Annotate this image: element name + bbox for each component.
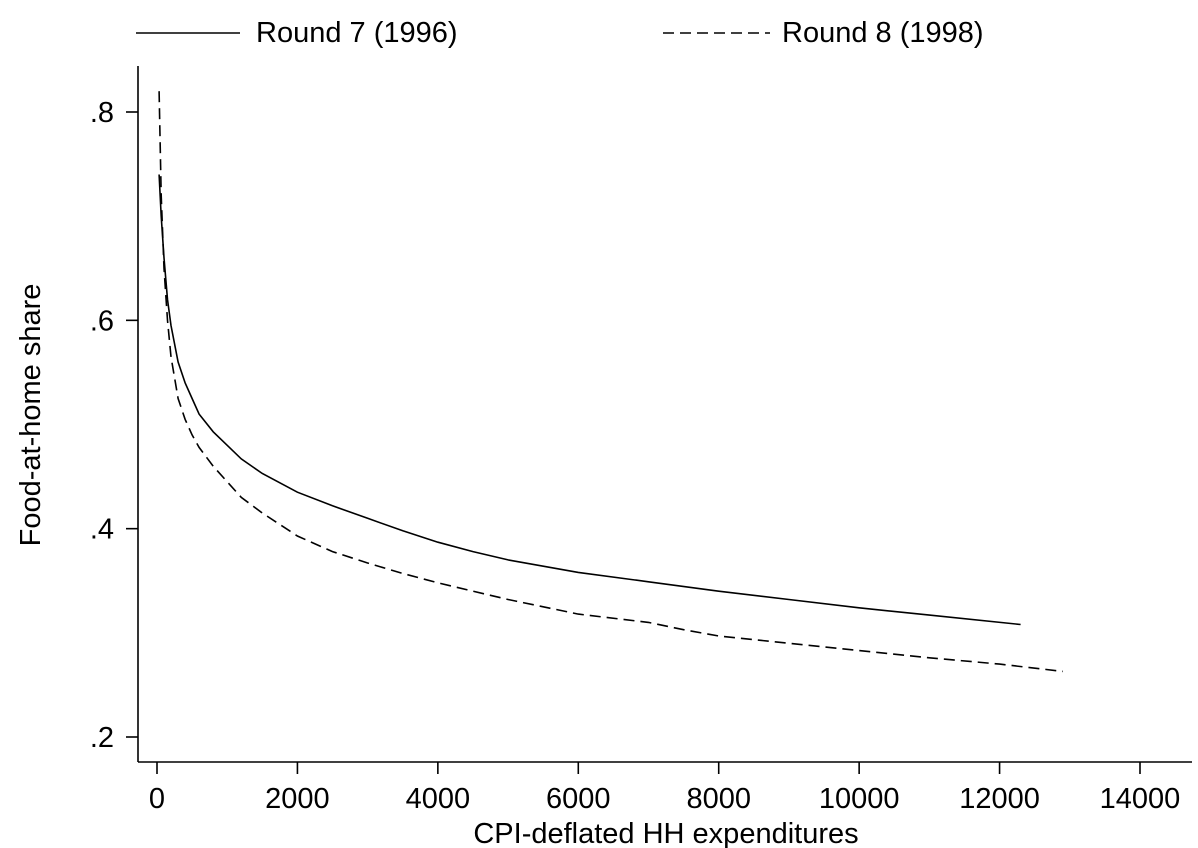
y-axis-ticks: .2 .4 .6 .8	[90, 97, 138, 754]
y-tick-label: .4	[90, 514, 114, 546]
legend-label-1: Round 7 (1996)	[256, 17, 458, 49]
y-tick-label: .8	[90, 97, 114, 129]
series-line-1	[158, 174, 1021, 626]
x-axis-title: CPI-deflated HH expenditures	[473, 818, 858, 848]
x-tick-label: 0	[149, 783, 165, 815]
x-axis-ticks: 0 2000 4000 6000 8000 10000 12000 14000	[149, 762, 1180, 815]
legend-label-2: Round 8 (1998)	[782, 17, 984, 49]
legend: Round 7 (1996) Round 8 (1998)	[136, 17, 984, 49]
y-axis-title: Food-at-home share	[15, 284, 47, 547]
x-tick-label: 10000	[819, 783, 900, 815]
x-tick-label: 12000	[959, 783, 1040, 815]
x-tick-label: 14000	[1100, 783, 1181, 815]
y-tick-label: .2	[90, 722, 114, 754]
y-tick-label: .6	[90, 305, 114, 337]
series-line-2	[158, 91, 1063, 673]
x-tick-label: 2000	[265, 783, 330, 815]
x-tick-label: 8000	[686, 783, 751, 815]
x-tick-label: 6000	[546, 783, 611, 815]
x-tick-label: 4000	[406, 783, 471, 815]
axes	[137, 66, 1192, 763]
series-layer	[158, 91, 1063, 673]
